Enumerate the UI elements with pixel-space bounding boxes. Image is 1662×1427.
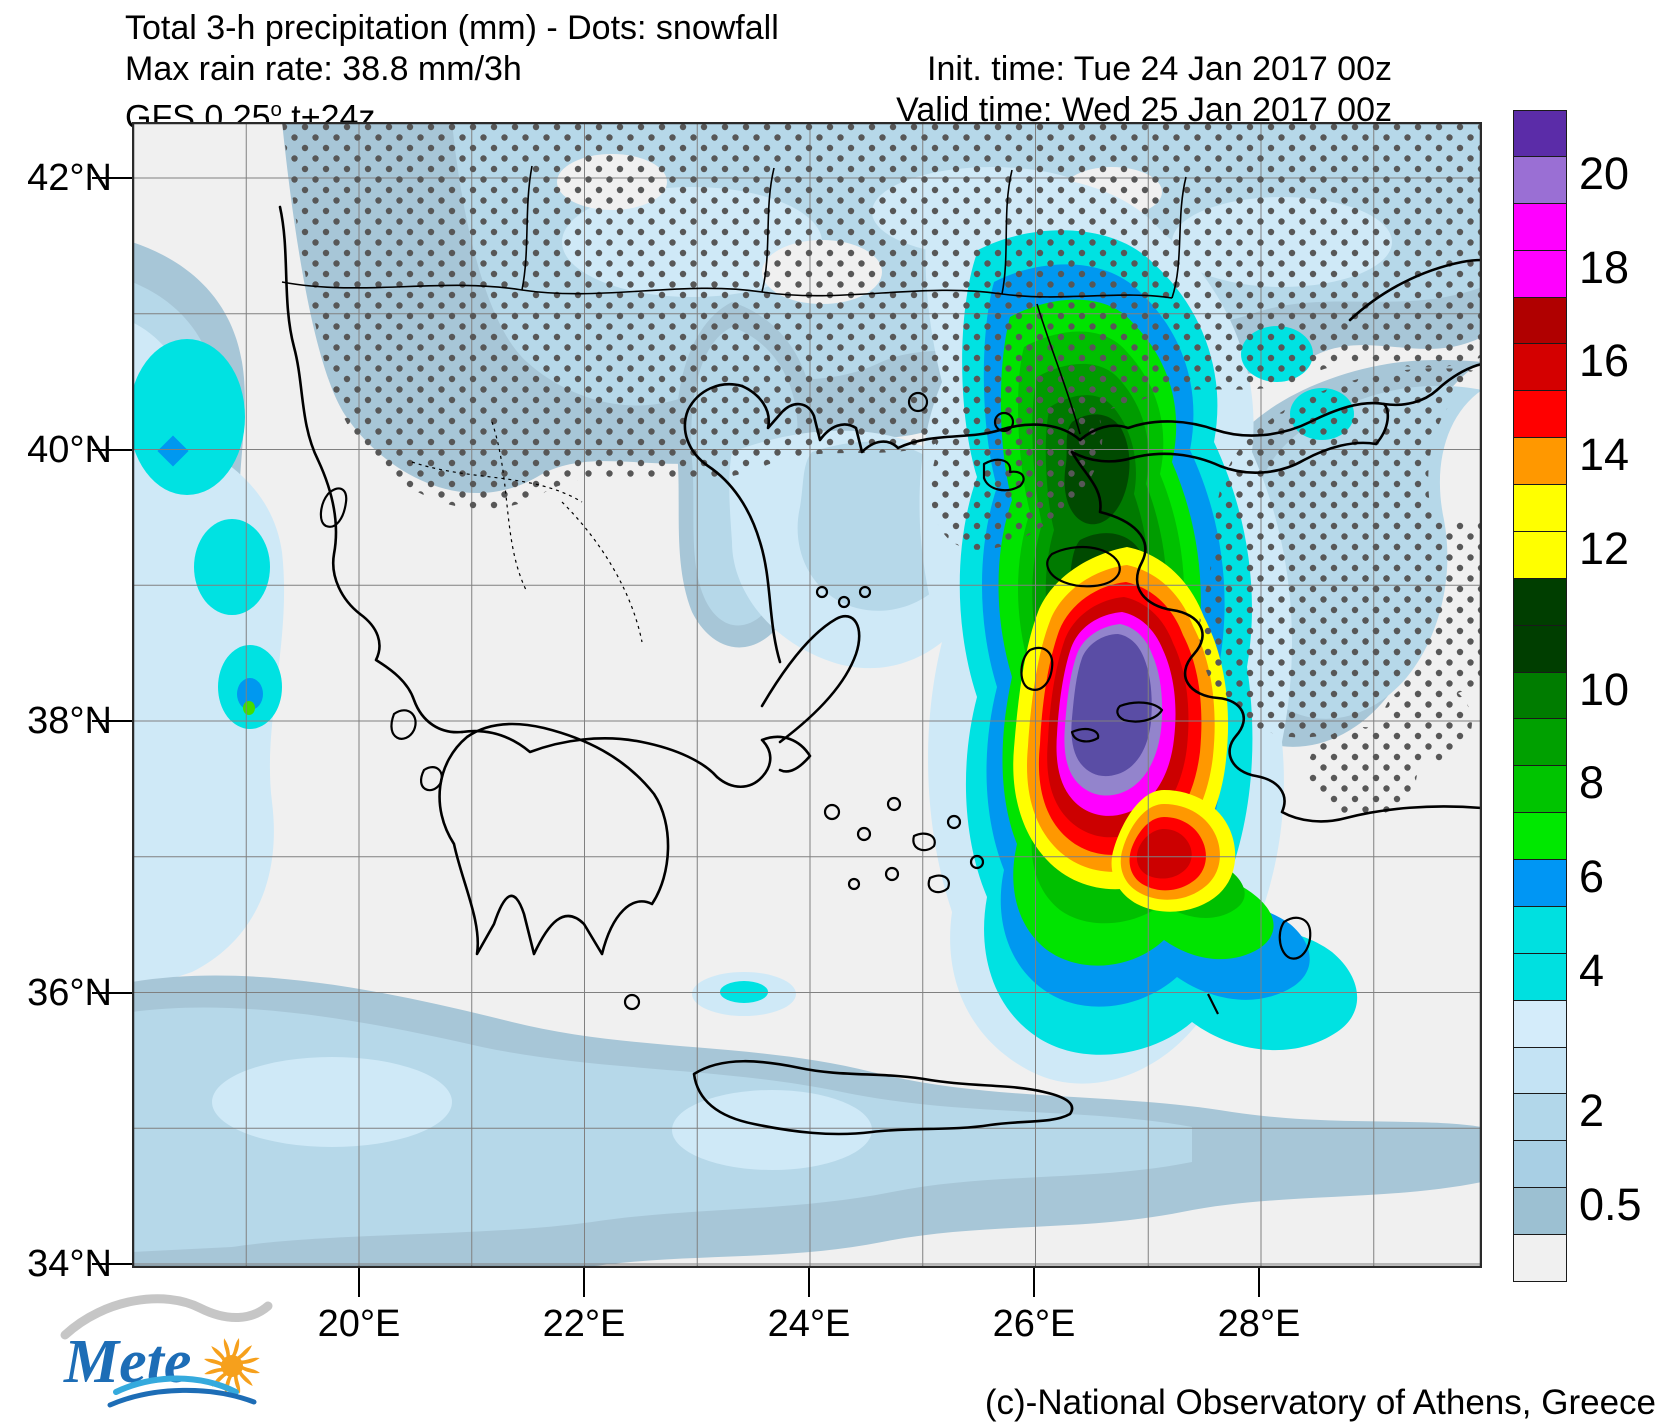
lon-axis-label: 26°E	[992, 1303, 1076, 1345]
colorbar-segment	[1513, 1047, 1567, 1095]
colorbar-segment	[1513, 672, 1567, 720]
map-title: Total 3-h precipitation (mm) - Dots: sno…	[125, 9, 779, 47]
logo-gray-wave	[60, 1294, 273, 1340]
meteo-logo: Mete	[50, 1280, 280, 1422]
colorbar-segment	[1513, 719, 1567, 767]
lon-axis-label: 20°E	[317, 1303, 401, 1345]
colorbar	[1513, 110, 1567, 1282]
lon-axis-tick	[1258, 1268, 1260, 1297]
colorbar-segment	[1513, 813, 1567, 861]
lon-axis-label: 24°E	[767, 1303, 851, 1345]
lat-axis-tick	[92, 720, 132, 722]
lat-axis-tick	[92, 177, 132, 179]
logo-wave-dark	[107, 1387, 257, 1408]
map-canvas	[132, 122, 1482, 1268]
lon-axis-tick	[1033, 1268, 1035, 1297]
colorbar-label: 16	[1579, 335, 1630, 387]
colorbar-segment	[1513, 203, 1567, 251]
colorbar-segment	[1513, 578, 1567, 626]
colorbar-segment	[1513, 1235, 1567, 1282]
copyright-text: (c)-National Observatory of Athens, Gree…	[984, 1383, 1656, 1422]
colorbar-segment	[1513, 1188, 1567, 1236]
colorbar-segment	[1513, 625, 1567, 673]
lat-axis-tick	[92, 992, 132, 994]
colorbar-segment	[1513, 906, 1567, 954]
colorbar-segment	[1513, 438, 1567, 486]
map-area	[132, 122, 1482, 1268]
colorbar-label: 12	[1579, 522, 1630, 574]
init-time: Init. time: Tue 24 Jan 2017 00z	[927, 50, 1392, 88]
colorbar-label: 10	[1579, 663, 1630, 715]
colorbar-segment	[1513, 860, 1567, 907]
colorbar-label: 14	[1579, 429, 1630, 481]
colorbar-segment	[1513, 110, 1567, 157]
lat-axis-tick	[92, 1263, 132, 1265]
coastline-layer	[278, 205, 1482, 1136]
map-subtitle-max-rate: Max rain rate: 38.8 mm/3h	[125, 50, 522, 88]
colorbar-label: 0.5	[1579, 1179, 1642, 1231]
colorbar-label: 18	[1579, 241, 1630, 293]
colorbar-label: 2	[1579, 1085, 1605, 1137]
lon-axis-label: 28°E	[1217, 1303, 1301, 1345]
lat-axis-tick	[92, 449, 132, 451]
map-frame-border	[132, 122, 1482, 1268]
colorbar-segment	[1513, 344, 1567, 392]
logo-wave-light	[113, 1375, 239, 1395]
border-layer	[281, 165, 1187, 643]
colorbar-label: 6	[1579, 851, 1605, 903]
lon-axis-tick	[358, 1268, 360, 1297]
sun-icon	[204, 1338, 260, 1394]
colorbar-segment	[1513, 485, 1567, 532]
colorbar-segment	[1513, 531, 1567, 579]
colorbar-label: 8	[1579, 757, 1605, 809]
lon-axis-tick	[583, 1268, 585, 1297]
colorbar-segment	[1513, 250, 1567, 298]
lon-axis-label: 22°E	[542, 1303, 626, 1345]
colorbar-segment	[1513, 156, 1567, 204]
snowfall-dots-layer	[282, 122, 1482, 817]
colorbar-segment	[1513, 391, 1567, 439]
colorbar-label: 20	[1579, 147, 1630, 199]
colorbar-segment	[1513, 297, 1567, 345]
islands-layer	[319, 391, 1312, 1015]
colorbar-segment	[1513, 953, 1567, 1001]
colorbar-segment	[1513, 1141, 1567, 1189]
colorbar-segment	[1513, 1000, 1567, 1048]
colorbar-label: 4	[1579, 944, 1605, 996]
lon-axis-tick	[808, 1268, 810, 1297]
time-block: Init. time: Tue 24 Jan 2017 00z Valid ti…	[760, 49, 1392, 131]
title-block: Total 3-h precipitation (mm) - Dots: sno…	[125, 8, 779, 138]
colorbar-segment	[1513, 766, 1567, 814]
colorbar-segment	[1513, 1094, 1567, 1142]
